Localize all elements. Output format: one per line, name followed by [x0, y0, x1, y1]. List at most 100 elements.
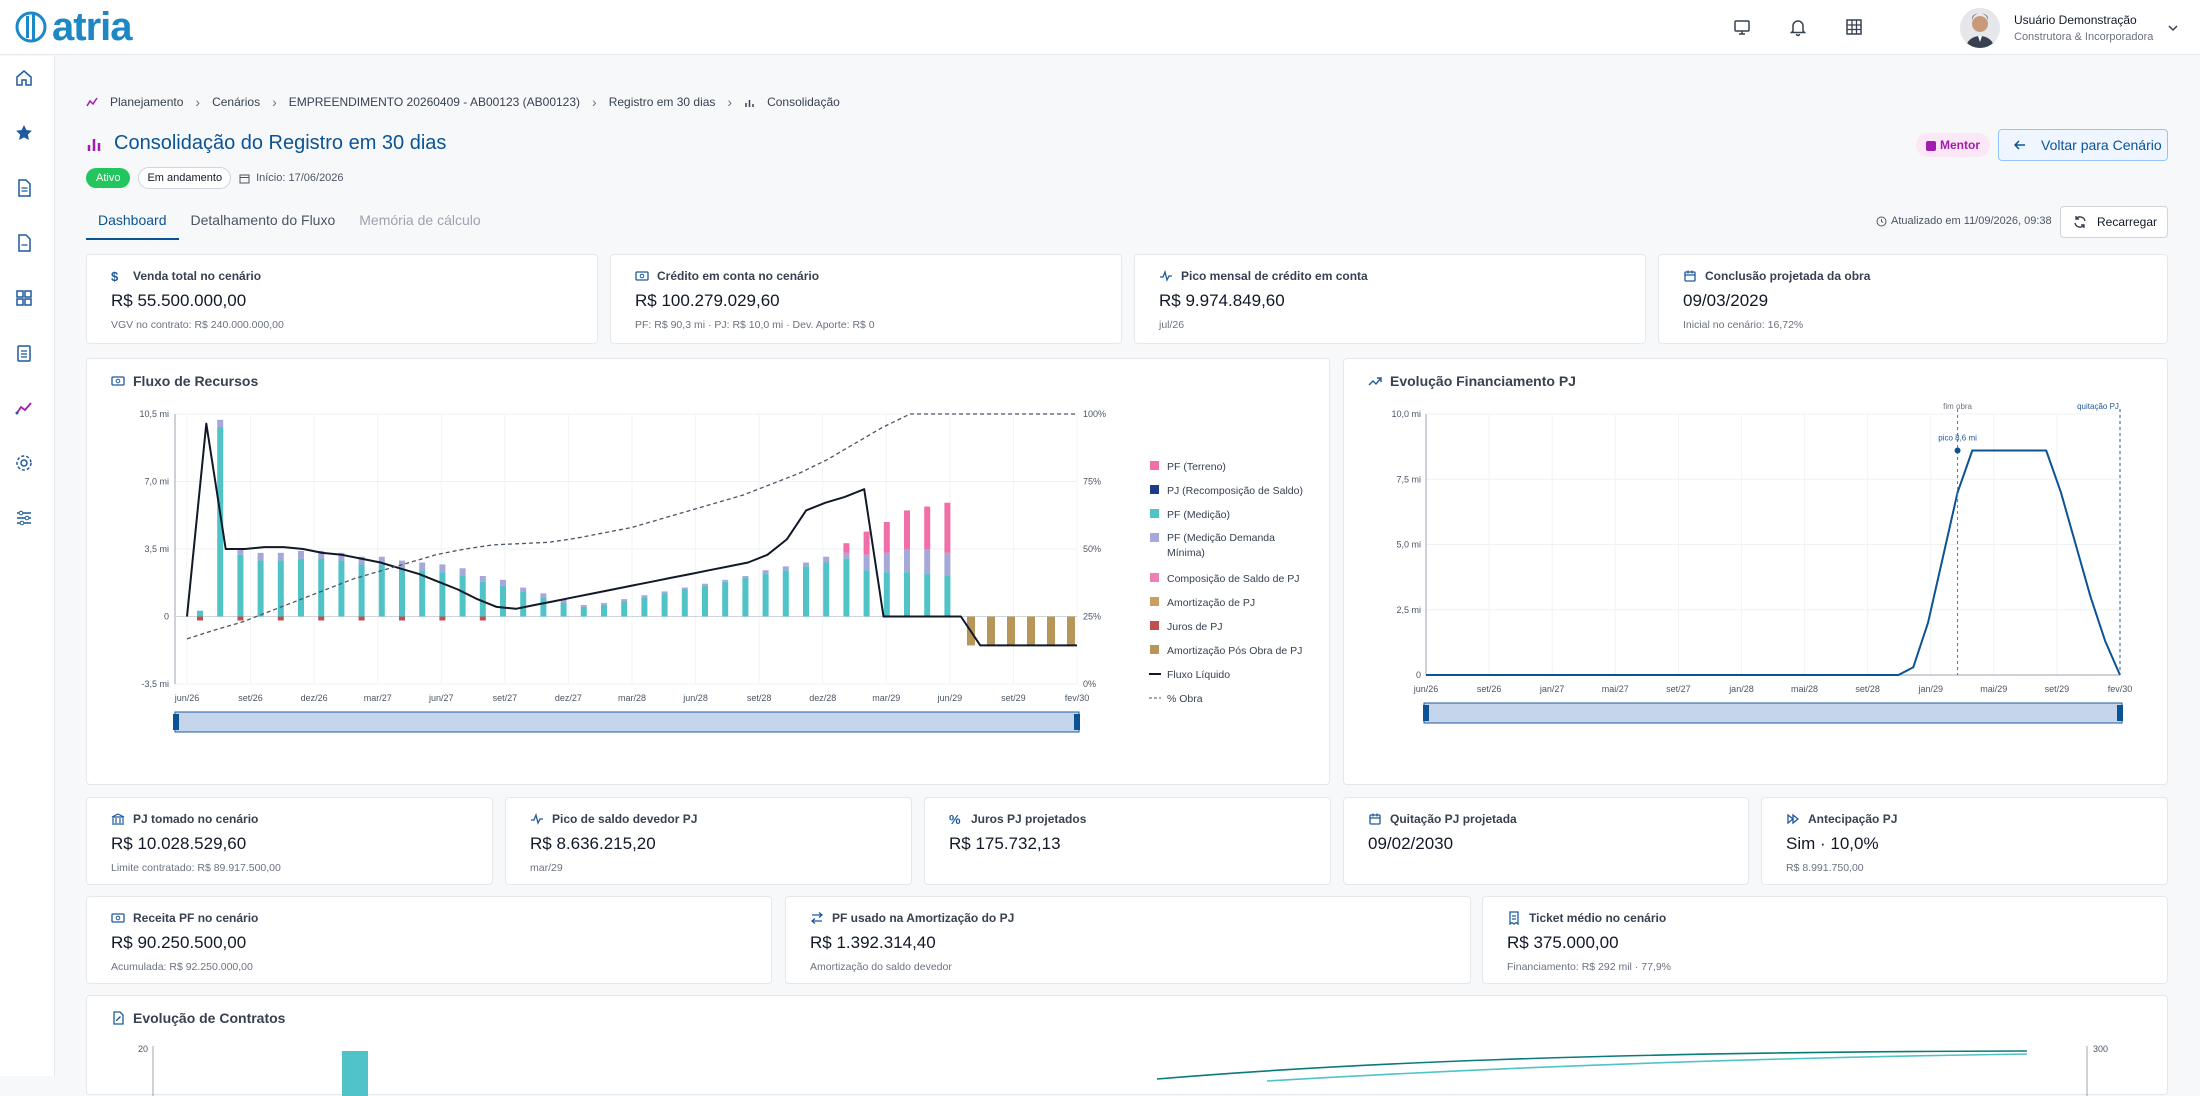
bar-pf-medicao	[762, 574, 769, 617]
kpi-sub: Inicial no cenário: 16,72%	[1683, 319, 1804, 331]
atria-logo[interactable]: atria	[14, 5, 132, 49]
bar-pf-demanda	[803, 562, 809, 567]
bar-pf-demanda	[601, 603, 607, 605]
bar-pf-demanda	[944, 552, 951, 576]
kpi-card-quitacao-pj: Quitação PJ projetada 09/02/2030	[1343, 797, 1749, 885]
y-tick-label: 2,5 mi	[1396, 605, 1421, 615]
legend-label: PF (Medição Demanda	[1167, 532, 1275, 544]
planning-icon[interactable]	[14, 398, 34, 418]
bar-juros	[237, 616, 244, 621]
bar-pf-medicao	[540, 597, 547, 617]
range-slider-handle	[2117, 705, 2123, 721]
bar-pf-medicao	[924, 574, 931, 617]
annotation-pico: pico 8,6 mi	[1938, 434, 1977, 443]
x-tick-label: mai/28	[1791, 684, 1818, 694]
kpi-label: Juros PJ projetados	[971, 812, 1087, 826]
kpi-value: Sim · 10,0%	[1786, 834, 1879, 853]
sliders-icon[interactable]	[14, 508, 34, 528]
bar-pf-medicao	[520, 591, 527, 617]
back-to-scenario-button[interactable]: Voltar para Cenário	[1998, 129, 2168, 161]
grid-icon[interactable]	[1844, 17, 1864, 37]
home-icon[interactable]	[14, 68, 34, 88]
bar-pf-medicao	[318, 558, 325, 617]
money-icon	[635, 271, 649, 281]
legend-swatch	[1150, 509, 1159, 518]
star-icon[interactable]	[14, 123, 34, 143]
bar-juros	[358, 616, 365, 621]
bar-chart-icon	[745, 99, 754, 107]
avatar	[1960, 8, 2000, 48]
kpi-value: R$ 8.636.215,20	[530, 834, 656, 853]
breadcrumb-consolidacao: Consolidação	[767, 95, 840, 109]
bar-pf-demanda	[318, 550, 325, 559]
y2-tick-label: 300	[2093, 1044, 2108, 1054]
gear-icon[interactable]	[14, 453, 34, 473]
logo-mark-icon	[15, 11, 47, 43]
breadcrumb-registro[interactable]: Registro em 30 dias	[608, 95, 716, 109]
tab-dashboard[interactable]: Dashboard	[86, 208, 179, 240]
range-slider-handle	[1423, 705, 1429, 721]
dashboard-icon[interactable]	[14, 288, 34, 308]
bar-pf-medicao	[621, 601, 628, 617]
user-menu[interactable]: Usuário Demonstração Construtora & Incor…	[1960, 8, 2179, 48]
bank-icon	[111, 813, 125, 825]
contracts-chart[interactable]: 20 300	[87, 996, 2169, 1096]
bar-pf-terreno	[843, 543, 850, 553]
y-tick-label: 3,5 mi	[144, 544, 169, 554]
user-name: Usuário Demonstração	[2014, 13, 2137, 27]
flow-chart[interactable]: 10,5 mi 7,0 mi 3,5 mi 0 -3,5 mi 100% 75% 50% 25%…	[87, 359, 1331, 786]
kpi-card-receita-pf: Receita PF no cenário R$ 90.250.500,00 A…	[86, 896, 772, 984]
x-tick-label: set/28	[1855, 684, 1880, 694]
bar-pf-medicao	[217, 427, 224, 617]
x-tick-label: jan/29	[1917, 684, 1943, 694]
clipboard-icon[interactable]	[14, 343, 34, 363]
breadcrumb-planejamento[interactable]: Planejamento	[110, 95, 184, 109]
bar-pf-demanda	[419, 562, 426, 571]
contracts-chart-panel: Evolução de Contratos 20 300	[86, 995, 2169, 1096]
x-tick-label: mai/27	[1602, 684, 1629, 694]
x-tick-label: dez/27	[555, 693, 582, 703]
kpi-value: R$ 1.392.314,40	[810, 933, 936, 952]
kpi-value: R$ 375.000,00	[1507, 933, 1619, 952]
bar-amortizacao-pos-obra	[1027, 616, 1035, 646]
bar-pf-medicao	[661, 593, 668, 617]
reload-button[interactable]: Recarregar	[2060, 206, 2168, 238]
kpi-label: PF usado na Amortização do PJ	[832, 911, 1015, 925]
bar-pf-medicao	[338, 560, 345, 617]
breadcrumb-cenarios[interactable]: Cenários	[212, 95, 261, 109]
document-icon[interactable]	[14, 178, 34, 198]
bar-amortizacao-pos-obra	[987, 616, 995, 646]
monitor-icon[interactable]	[1732, 17, 1752, 37]
bell-icon[interactable]	[1788, 17, 1808, 37]
bar-pf-medicao	[378, 564, 385, 617]
bar-pf-medicao	[782, 570, 789, 617]
file-icon[interactable]	[14, 233, 34, 253]
breadcrumb-empreendimento[interactable]: EMPREENDIMENTO 20260409 - AB00123 (AB001…	[288, 95, 581, 109]
kpi-label: Pico de saldo devedor PJ	[552, 812, 698, 826]
contracts-bar	[342, 1051, 368, 1096]
series-contratos-2	[1266, 1053, 2028, 1082]
y2-tick-label: 50%	[1083, 544, 1101, 554]
mentor-badge[interactable]: Mentor	[1916, 133, 1990, 157]
tab-detalhamento[interactable]: Detalhamento do Fluxo	[190, 212, 336, 228]
legend-label: PJ (Recomposição de Saldo)	[1167, 485, 1303, 497]
kpi-value: R$ 90.250.500,00	[111, 933, 247, 952]
sidebar	[0, 56, 55, 1076]
kpi-label: PJ tomado no cenário	[133, 812, 259, 826]
updated-timestamp: Atualizado em 11/09/2026, 09:38	[1876, 215, 2052, 227]
range-slider-handle	[173, 714, 179, 730]
chevron-down-icon[interactable]	[2167, 22, 2179, 34]
pj-chart[interactable]: 10,0 mi 7,5 mi 5,0 mi 2,5 mi 0 jun/26 set/26 ja…	[1344, 359, 2169, 786]
x-tick-label: fev/30	[2108, 684, 2133, 694]
legend-swatch	[1150, 461, 1159, 470]
breadcrumb-separator: ›	[195, 94, 201, 110]
tab-memoria[interactable]: Memória de cálculo	[359, 212, 481, 228]
series-pct-obra	[186, 413, 1077, 640]
legend-label: Fluxo Líquido	[1167, 669, 1230, 681]
y-tick-label: 7,0 mi	[144, 477, 169, 487]
x-tick-label: fev/30	[1065, 693, 1090, 703]
bar-pf-demanda	[540, 593, 547, 598]
y-tick-label: 10,5 mi	[139, 409, 169, 419]
x-tick-label: jun/26	[174, 693, 200, 703]
progress-badge: Em andamento	[138, 167, 232, 189]
